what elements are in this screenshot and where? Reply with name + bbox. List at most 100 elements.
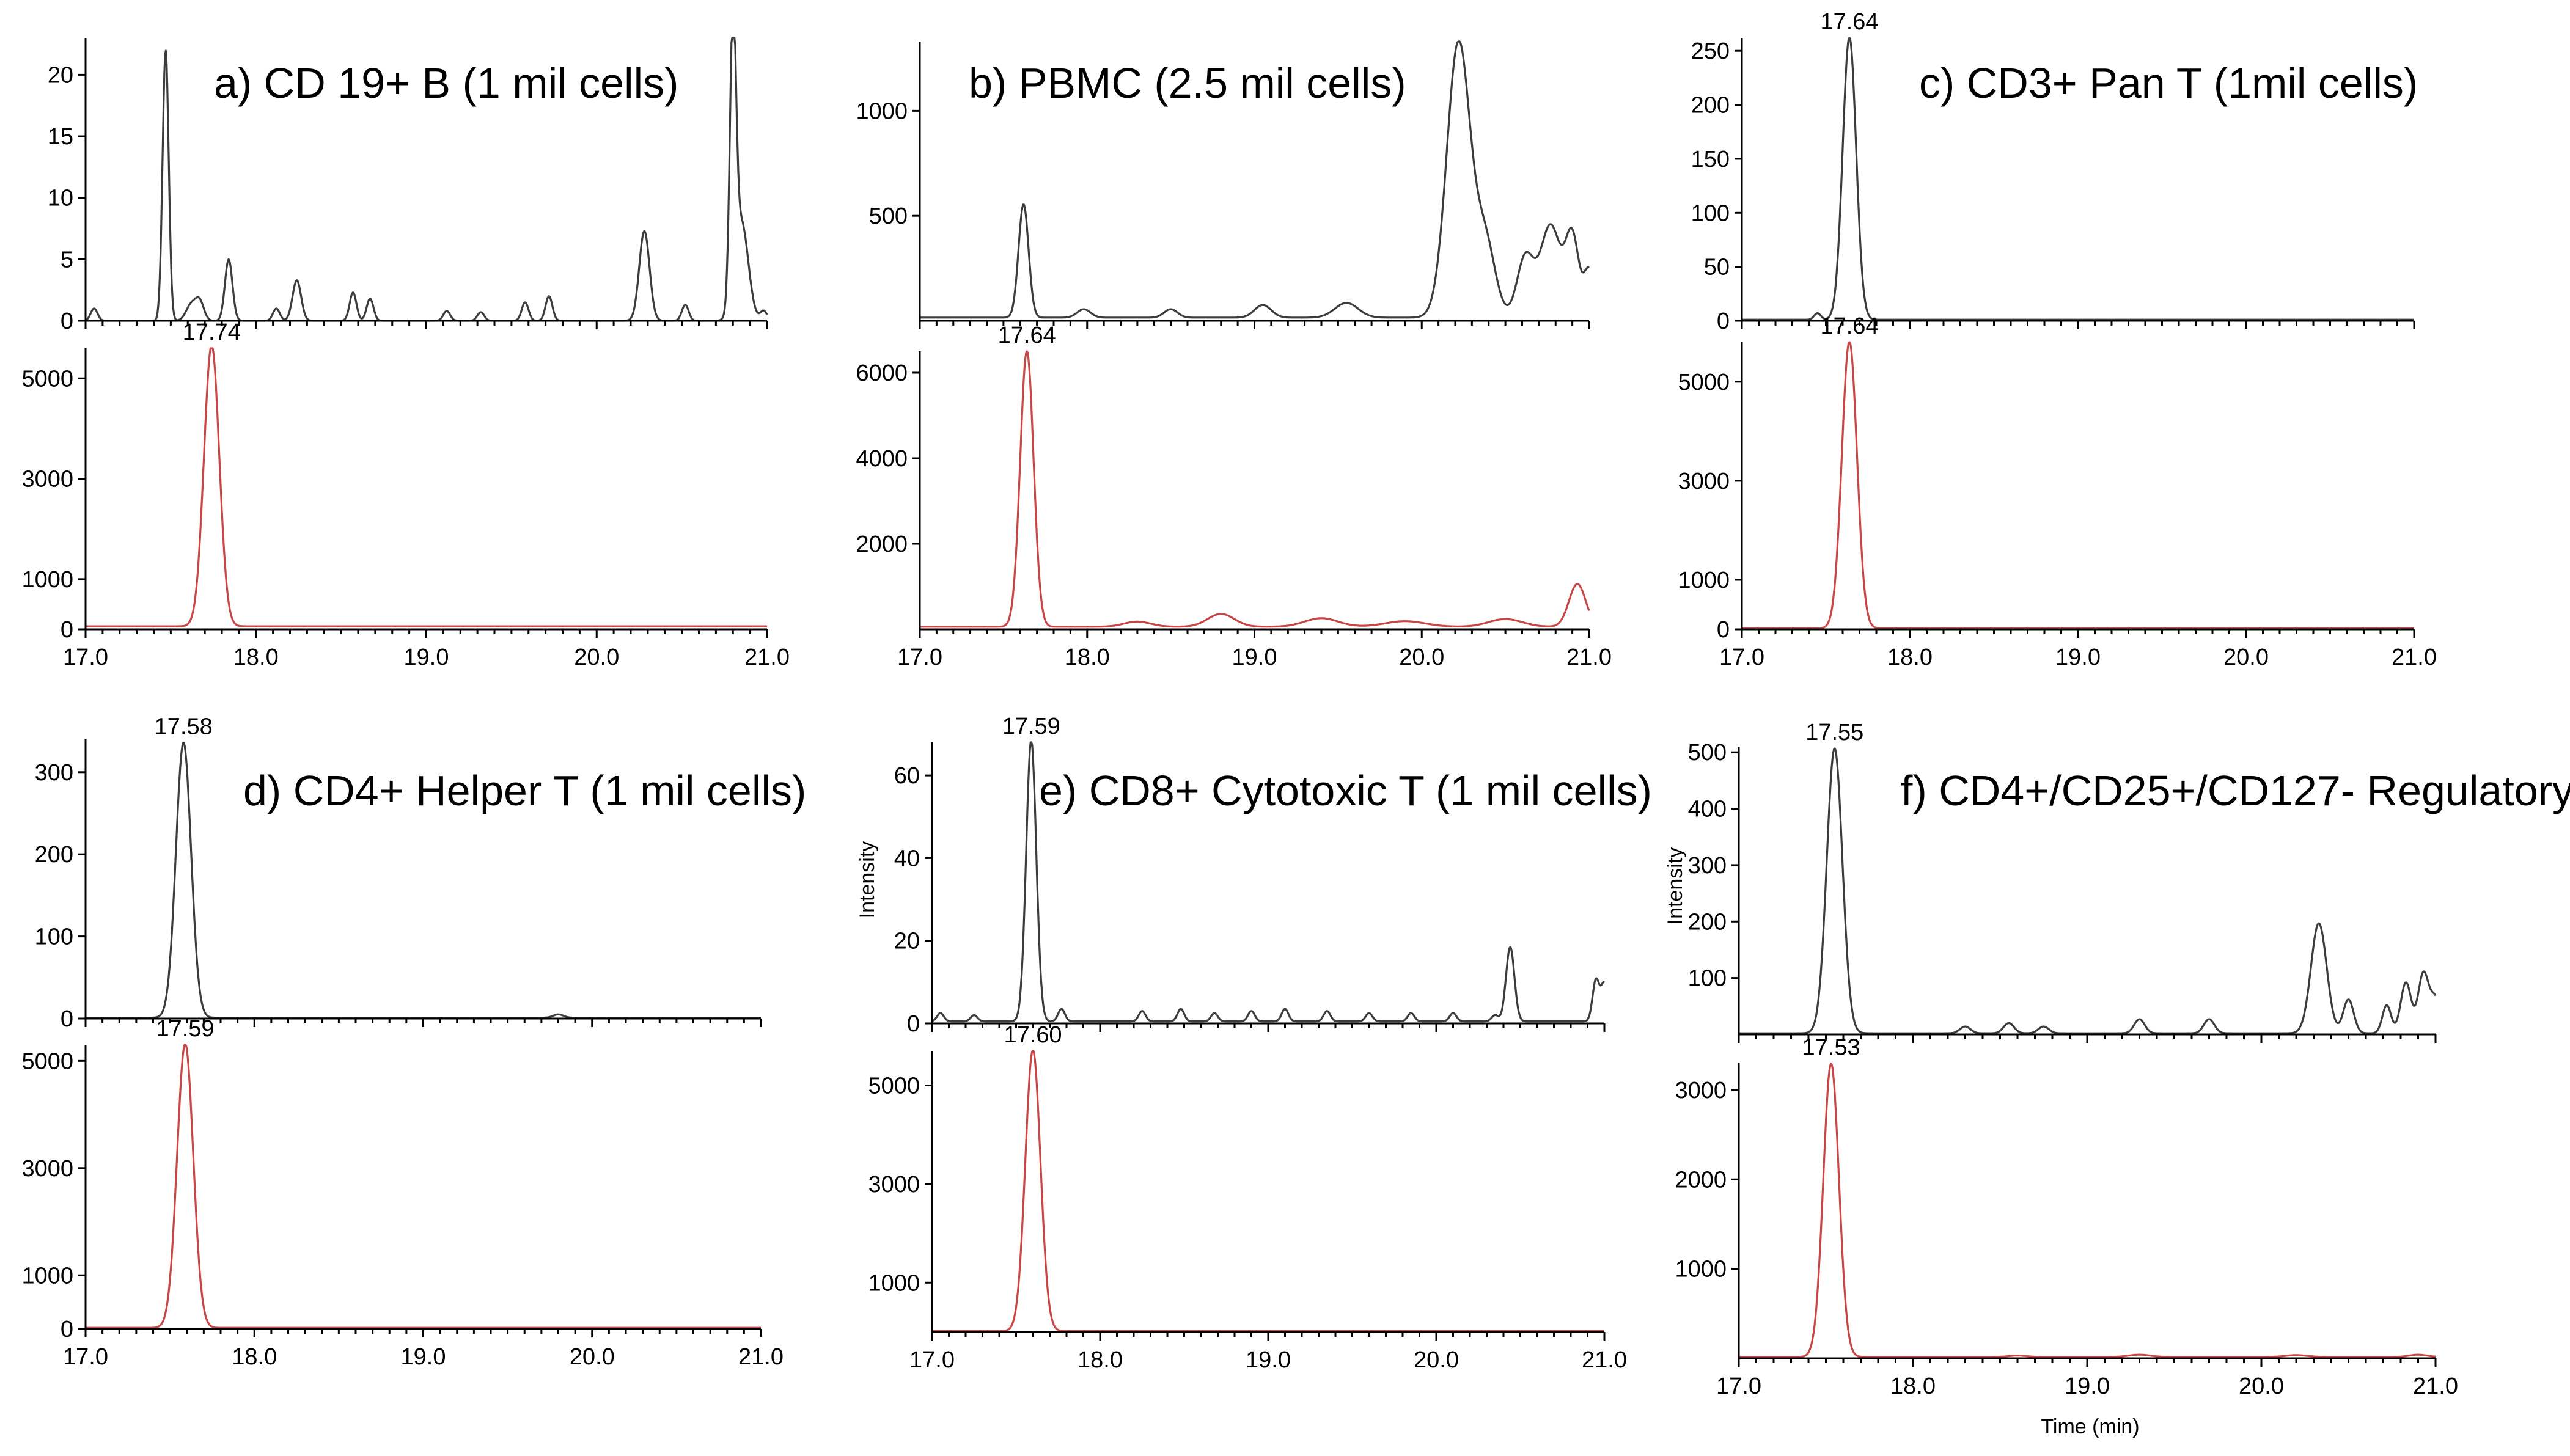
x-tick-label-panel-e: 20.0 — [1414, 1347, 1459, 1373]
y-tick-label-top-panel-d: 100 — [35, 924, 73, 950]
x-tick-label-panel-a: 18.0 — [233, 645, 279, 670]
y-tick-label-top-panel-a: 20 — [48, 62, 73, 88]
y-tick-label-top-panel-e: 0 — [907, 1011, 920, 1037]
peak-label-bottom-panel-e: 17.60 — [1004, 1022, 1062, 1048]
y-tick-label-top-panel-c: 200 — [1691, 93, 1730, 119]
y-tick-label-top-panel-c: 150 — [1691, 147, 1730, 172]
trace-top-panel-c — [1741, 37, 2415, 321]
x-tick-label-panel-e: 19.0 — [1246, 1347, 1291, 1373]
trace-top-panel-b — [919, 40, 1590, 319]
y-axis-title-panel-e: Intensity — [856, 841, 879, 919]
panel-title-b: b) PBMC (2.5 mil cells) — [969, 59, 1406, 107]
x-tick-label-panel-c: 18.0 — [1887, 645, 1933, 670]
y-tick-label-bottom-panel-c: 3000 — [1678, 469, 1730, 494]
x-tick-label-panel-c: 17.0 — [1719, 645, 1764, 670]
x-tick-label-panel-b: 21.0 — [1566, 645, 1612, 670]
x-tick-label-panel-f: 18.0 — [1890, 1374, 1936, 1399]
y-tick-label-top-panel-f: 200 — [1688, 909, 1727, 935]
panel-title-f: f) CD4+/CD25+/CD127- Regulatory T — [1901, 767, 2570, 814]
panel-f: 100 200 300 400 500 17.55 1000 2000 3000 17.53 17.… — [1675, 720, 2570, 1399]
peak-label-bottom-panel-d: 17.59 — [156, 1016, 214, 1042]
trace-bottom-panel-f — [1738, 1063, 2436, 1358]
x-tick-label-panel-d: 21.0 — [738, 1344, 784, 1370]
trace-bottom-panel-c — [1741, 341, 2415, 629]
y-tick-label-top-panel-a: 0 — [61, 309, 73, 334]
y-tick-label-top-panel-e: 40 — [894, 846, 920, 871]
peak-label-bottom-panel-b: 17.64 — [998, 323, 1056, 348]
peak-label-bottom-panel-a: 17.74 — [183, 320, 241, 345]
y-tick-label-top-panel-d: 0 — [61, 1006, 73, 1032]
trace-bottom-panel-d — [85, 1044, 762, 1329]
x-tick-label-panel-d: 19.0 — [401, 1344, 446, 1370]
y-tick-label-bottom-panel-d: 3000 — [21, 1156, 73, 1182]
y-tick-label-top-panel-a: 15 — [48, 124, 73, 150]
x-tick-label-panel-b: 18.0 — [1065, 645, 1110, 670]
y-tick-label-bottom-panel-f: 1000 — [1675, 1257, 1727, 1282]
x-tick-label-panel-c: 21.0 — [2392, 645, 2437, 670]
y-tick-label-top-panel-f: 400 — [1688, 797, 1727, 822]
y-tick-label-bottom-panel-b: 6000 — [856, 360, 908, 386]
x-tick-label-panel-b: 20.0 — [1399, 645, 1444, 670]
y-tick-label-bottom-panel-b: 2000 — [856, 532, 908, 557]
x-tick-label-panel-f: 17.0 — [1716, 1374, 1761, 1399]
x-tick-label-panel-f: 21.0 — [2413, 1374, 2458, 1399]
trace-top-panel-e — [931, 741, 1605, 1023]
y-tick-label-top-panel-b: 1000 — [856, 98, 908, 124]
trace-bottom-panel-a — [85, 347, 768, 627]
y-tick-label-top-panel-c: 250 — [1691, 38, 1730, 64]
panel-a: 0 5 10 15 20 0 1000 3000 5000 17.74 17.0 18.0 19.0 20… — [21, 37, 790, 670]
y-tick-label-bottom-panel-b: 4000 — [856, 446, 908, 472]
trace-top-panel-f — [1738, 747, 2437, 1034]
y-axis-title-panel-f: Intensity — [1664, 847, 1687, 925]
panel-e: 0 20 40 60 17.59 1000 3000 5000 17.60 17.0 18.0 19.… — [868, 714, 1651, 1373]
y-tick-label-bottom-panel-d: 0 — [61, 1317, 73, 1342]
y-tick-label-top-panel-a: 10 — [48, 186, 73, 211]
y-tick-label-bottom-panel-c: 1000 — [1678, 568, 1730, 593]
y-tick-label-bottom-panel-c: 5000 — [1678, 370, 1730, 395]
y-tick-label-top-panel-f: 300 — [1688, 853, 1727, 879]
x-tick-label-panel-f: 20.0 — [2239, 1374, 2284, 1399]
y-tick-label-bottom-panel-d: 5000 — [21, 1048, 73, 1074]
y-tick-label-bottom-panel-e: 1000 — [868, 1270, 920, 1296]
x-tick-label-panel-a: 20.0 — [574, 645, 619, 670]
peak-label-top-panel-d: 17.58 — [155, 714, 213, 739]
y-tick-label-top-panel-a: 5 — [61, 247, 73, 273]
panel-b: 500 1000 2000 4000 6000 17.64 17.0 18.0 19.0 20.0… — [856, 40, 1612, 670]
y-tick-label-bottom-panel-e: 3000 — [868, 1172, 920, 1198]
peak-label-bottom-panel-f: 17.53 — [1802, 1035, 1860, 1061]
x-tick-label-panel-f: 19.0 — [2065, 1374, 2110, 1399]
y-tick-label-bottom-panel-a: 0 — [61, 617, 73, 643]
x-tick-label-panel-c: 19.0 — [2055, 645, 2101, 670]
y-tick-label-bottom-panel-a: 1000 — [21, 567, 73, 593]
x-tick-label-panel-a: 21.0 — [744, 645, 790, 670]
y-tick-label-bottom-panel-f: 3000 — [1675, 1078, 1727, 1103]
y-tick-label-top-panel-d: 200 — [35, 842, 73, 868]
y-tick-label-top-panel-c: 50 — [1704, 255, 1730, 280]
y-tick-label-top-panel-c: 0 — [1717, 309, 1730, 334]
x-tick-label-panel-a: 17.0 — [63, 645, 108, 670]
y-tick-label-top-panel-c: 100 — [1691, 200, 1730, 226]
y-tick-label-bottom-panel-a: 5000 — [21, 366, 73, 392]
panel-d: 0 100 200 300 17.58 0 1000 3000 5000 17.59 17.0 18.… — [21, 714, 806, 1370]
x-tick-label-panel-e: 21.0 — [1582, 1347, 1627, 1373]
x-axis-title: Time (min) — [2041, 1415, 2139, 1438]
x-tick-label-panel-a: 19.0 — [404, 645, 449, 670]
y-tick-label-top-panel-e: 20 — [894, 929, 920, 954]
y-tick-label-bottom-panel-a: 3000 — [21, 467, 73, 492]
peak-label-top-panel-e: 17.59 — [1002, 714, 1060, 739]
panel-title-c: c) CD3+ Pan T (1mil cells) — [1919, 59, 2418, 107]
y-tick-label-top-panel-f: 100 — [1688, 966, 1727, 992]
y-tick-label-bottom-panel-c: 0 — [1717, 617, 1730, 643]
panel-title-d: d) CD4+ Helper T (1 mil cells) — [243, 767, 806, 814]
x-tick-label-panel-e: 17.0 — [909, 1347, 955, 1373]
panel-title-a: a) CD 19+ B (1 mil cells) — [214, 59, 678, 107]
panel-title-e: e) CD8+ Cytotoxic T (1 mil cells) — [1039, 767, 1652, 814]
trace-bottom-panel-b — [919, 350, 1590, 628]
y-tick-label-top-panel-b: 500 — [869, 203, 908, 229]
peak-label-top-panel-f: 17.55 — [1805, 720, 1863, 745]
x-tick-label-panel-d: 18.0 — [232, 1344, 277, 1370]
peak-label-bottom-panel-c: 17.64 — [1820, 313, 1878, 339]
x-tick-label-panel-d: 20.0 — [570, 1344, 615, 1370]
y-tick-label-top-panel-f: 500 — [1688, 740, 1727, 766]
